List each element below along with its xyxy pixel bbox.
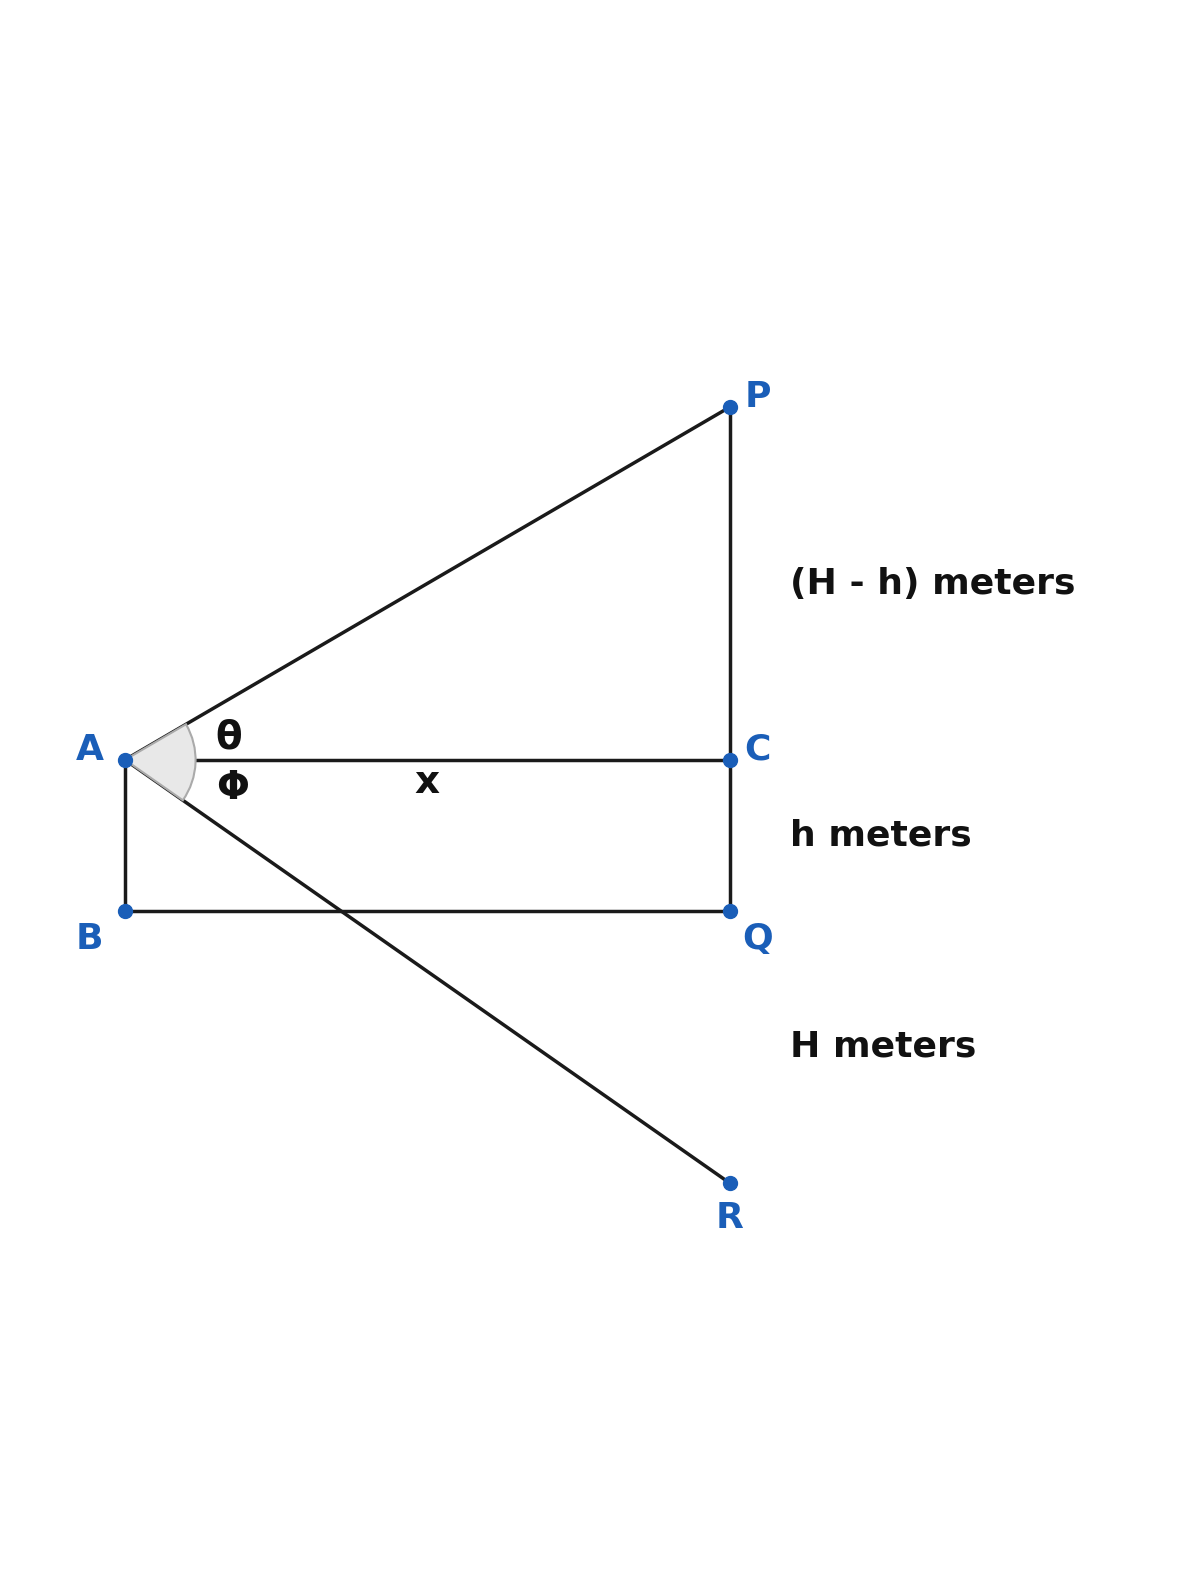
- Text: C: C: [744, 733, 770, 766]
- Text: Φ: Φ: [216, 769, 249, 807]
- Point: [115, 747, 134, 772]
- Text: θ: θ: [216, 719, 242, 757]
- Text: H meters: H meters: [789, 1030, 977, 1064]
- Point: [721, 898, 740, 923]
- Text: B: B: [76, 922, 103, 956]
- Text: A: A: [76, 733, 103, 766]
- Point: [115, 898, 134, 923]
- Point: [721, 394, 740, 419]
- Point: [721, 1170, 740, 1195]
- Text: x: x: [414, 763, 440, 801]
- Text: Q: Q: [742, 922, 773, 956]
- Wedge shape: [125, 724, 196, 801]
- Point: [721, 747, 740, 772]
- Text: R: R: [716, 1201, 743, 1236]
- Text: h meters: h meters: [789, 818, 972, 853]
- Text: P: P: [744, 380, 772, 414]
- Text: (H - h) meters: (H - h) meters: [789, 567, 1075, 600]
